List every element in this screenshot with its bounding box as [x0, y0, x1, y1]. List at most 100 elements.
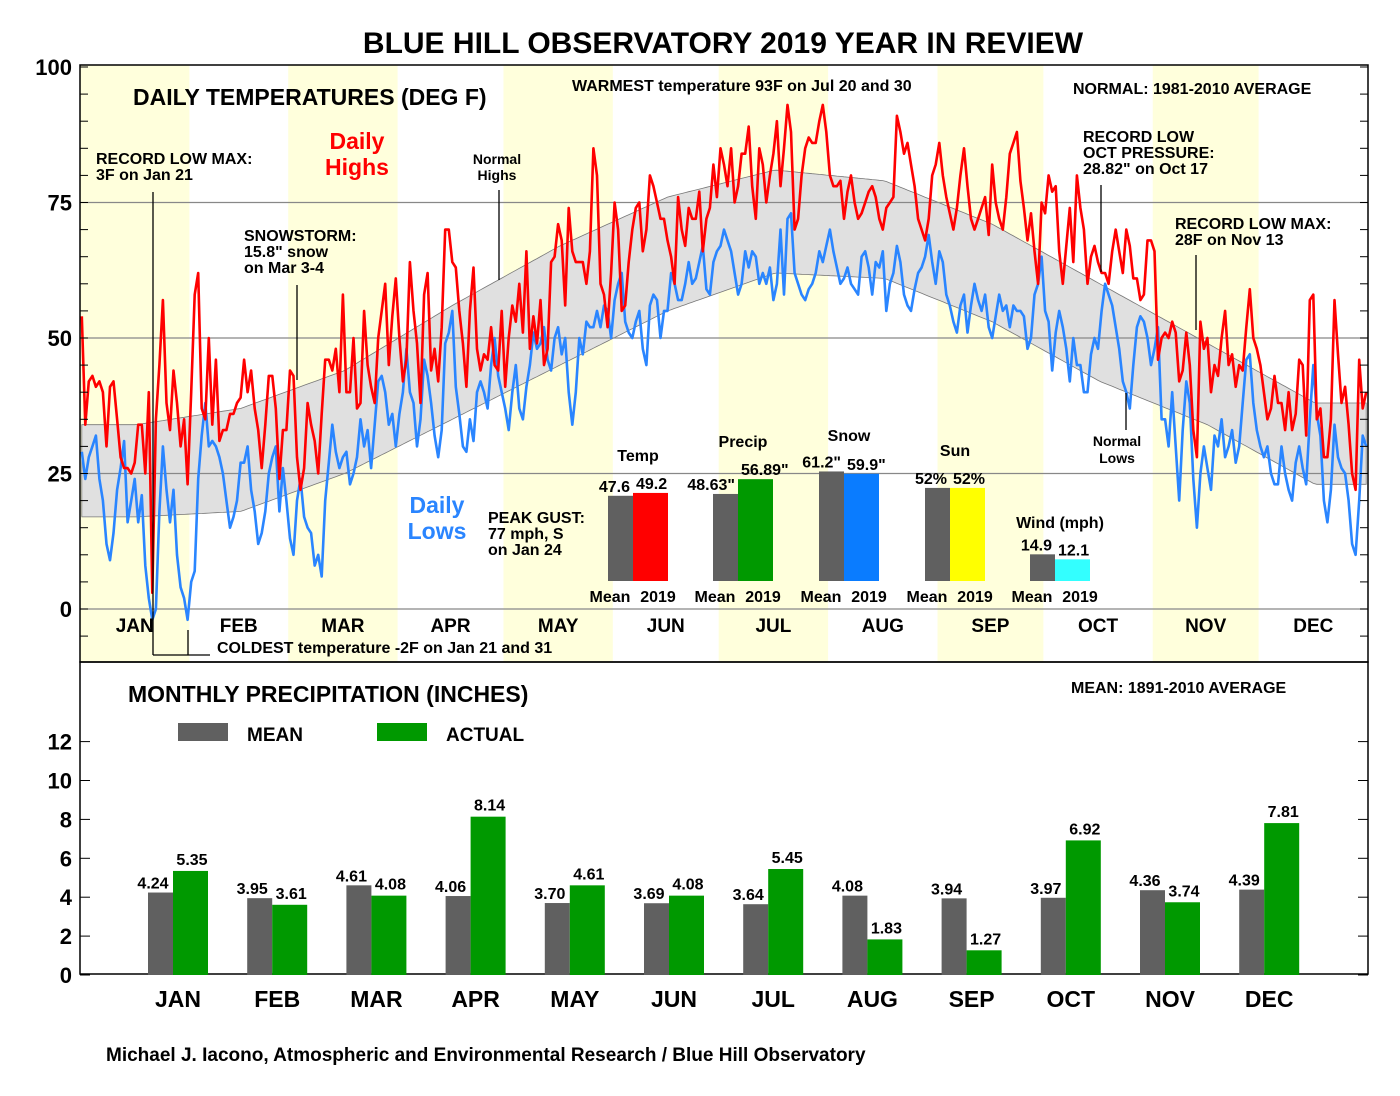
summary-actual-value-0: 49.2 [636, 476, 667, 493]
summary-title-1: Precip [719, 434, 768, 451]
normal-lows-label-line1: Normal [1093, 433, 1141, 449]
highs-legend-line2: Highs [325, 154, 389, 180]
month-label-jul: JUL [755, 616, 791, 637]
summary-mean-value-0: 47.6 [599, 479, 630, 496]
temperature-month-labels: JAN FEB MAR APR MAY JUN JUL AUG SEP OCT NOV DEC [116, 616, 1334, 637]
peak-gust-line3: on Jan 24 [488, 542, 562, 559]
y-tick-label-75: 75 [48, 191, 72, 216]
precip-month-label-feb: FEB [254, 986, 300, 1012]
temperature-y-axis: 0 25 50 75 100 [35, 55, 1368, 637]
y-tick-label-25: 25 [48, 462, 72, 487]
month-label-jan: JAN [116, 616, 154, 637]
month-label-jun: JUN [647, 616, 685, 637]
precip-mean-value-jun: 3.69 [633, 886, 664, 903]
precip-actual-value-aug: 1.83 [871, 920, 902, 937]
precip-mean-bar-apr [445, 896, 471, 975]
summary-actual-bar-4 [1055, 559, 1090, 581]
month-label-oct: OCT [1078, 616, 1119, 637]
month-label-may: MAY [538, 616, 579, 637]
precip-actual-value-jan: 5.35 [176, 852, 207, 869]
precip-actual-value-feb: 3.61 [276, 886, 307, 903]
y-tick-label-100: 100 [35, 55, 72, 80]
precipitation-bars: 4.24 5.35 JAN 3.95 3.61 FEB 4.61 4.08 MAR 4.06 8.1… [137, 798, 1300, 1012]
precip-mean-value-dec: 4.39 [1229, 873, 1260, 890]
precip-y-label-10: 10 [48, 769, 72, 794]
precip-mean-value-jul: 3.64 [733, 887, 764, 904]
record-low-max-nov-line2: 28F on Nov 13 [1175, 232, 1284, 249]
precip-actual-bar-nov [1165, 902, 1200, 975]
precipitation-panel-title: MONTHLY PRECIPITATION (INCHES) [128, 681, 528, 707]
precip-month-label-dec: DEC [1245, 986, 1294, 1012]
summary-year-label-0: 2019 [640, 589, 676, 606]
precip-actual-bar-apr [470, 816, 506, 975]
precip-mean-value-nov: 4.36 [1129, 873, 1160, 890]
precip-actual-value-may: 4.61 [573, 866, 604, 883]
summary-actual-bar-3 [950, 487, 985, 581]
precip-mean-bar-mar [346, 885, 372, 975]
precip-actual-value-nov: 3.74 [1168, 883, 1199, 900]
precip-y-label-4: 4 [60, 885, 73, 910]
summary-mean-label-0: Mean [590, 589, 631, 606]
month-label-sep: SEP [971, 616, 1009, 637]
legend-mean-swatch [178, 723, 228, 741]
record-low-max-jan-line2: 3F on Jan 21 [96, 167, 193, 184]
precip-month-label-oct: OCT [1047, 986, 1096, 1012]
lows-legend-line2: Lows [408, 518, 467, 544]
precip-mean-value-oct: 3.97 [1030, 881, 1061, 898]
precip-mean-value-feb: 3.95 [237, 881, 268, 898]
summary-title-4: Wind (mph) [1016, 515, 1104, 532]
summary-year-label-1: 2019 [745, 589, 781, 606]
summary-title-3: Sun [940, 443, 970, 460]
precip-month-label-nov: NOV [1145, 986, 1196, 1012]
precip-actual-bar-jan [173, 870, 208, 975]
annual-summary-bars: Temp 47.6 49.2 Mean 2019 Precip 48.63" 56.89" Me… [590, 428, 1104, 606]
summary-year-label-4: 2019 [1062, 589, 1098, 606]
precip-mean-value-apr: 4.06 [435, 879, 466, 896]
precip-actual-value-jun: 4.08 [672, 877, 703, 894]
precip-actual-bar-mar [371, 895, 407, 975]
precip-actual-bar-aug [867, 939, 903, 975]
summary-title-0: Temp [617, 448, 659, 465]
precip-mean-bar-jan [148, 892, 173, 975]
summary-actual-bar-2 [844, 473, 879, 581]
oct-pressure-line1: RECORD LOW [1083, 129, 1195, 146]
normal-note: NORMAL: 1981-2010 AVERAGE [1073, 81, 1312, 98]
warmest-annotation: WARMEST temperature 93F on Jul 20 and 30 [572, 78, 912, 95]
precipitation-plot-frame [79, 661, 1369, 975]
precip-month-label-apr: APR [451, 986, 500, 1012]
precip-month-label-aug: AUG [847, 986, 898, 1012]
precip-actual-bar-jun [669, 895, 704, 975]
summary-actual-value-1: 56.89" [741, 462, 789, 479]
precipitation-axis: 0 2 4 6 8 10 12 [48, 730, 1368, 988]
precip-y-label-2: 2 [60, 924, 72, 949]
y-tick-label-50: 50 [48, 326, 72, 351]
normal-highs-label-line1: Normal [473, 151, 521, 167]
coldest-annotation: COLDEST temperature -2F on Jan 21 and 31 [217, 640, 552, 657]
precip-actual-value-apr: 8.14 [474, 798, 505, 815]
precip-actual-bar-dec [1264, 823, 1300, 975]
precip-actual-value-mar: 4.08 [375, 877, 406, 894]
summary-mean-label-4: Mean [1012, 589, 1053, 606]
summary-mean-bar-3 [925, 487, 950, 581]
precip-mean-value-sep: 3.94 [931, 881, 962, 898]
summary-mean-bar-4 [1030, 554, 1055, 581]
precip-mean-bar-sep [941, 898, 967, 975]
precip-mean-value-mar: 4.61 [336, 868, 367, 885]
precip-month-label-jan: JAN [155, 986, 201, 1012]
summary-actual-value-3: 52% [953, 471, 985, 488]
precip-y-label-8: 8 [60, 807, 72, 832]
temperature-panel-title: DAILY TEMPERATURES (DEG F) [133, 84, 487, 110]
precip-y-label-6: 6 [60, 846, 72, 871]
precip-month-label-jun: JUN [651, 986, 697, 1012]
precip-actual-bar-jul [768, 868, 804, 975]
month-label-aug: AUG [862, 616, 904, 637]
precip-y-label-0: 0 [60, 963, 72, 988]
precipitation-panel: 0 2 4 6 8 10 12 MONTHLY PRECIPITATION (INCHES)… [48, 661, 1369, 1012]
oct-pressure-line3: 28.82" on Oct 17 [1083, 161, 1208, 178]
normal-highs-label-line2: Highs [478, 167, 517, 183]
precip-actual-value-sep: 1.27 [970, 931, 1001, 948]
legend-mean-label: MEAN [247, 725, 303, 746]
precip-actual-bar-oct [1065, 840, 1101, 975]
highs-legend-line1: Daily [330, 128, 385, 154]
